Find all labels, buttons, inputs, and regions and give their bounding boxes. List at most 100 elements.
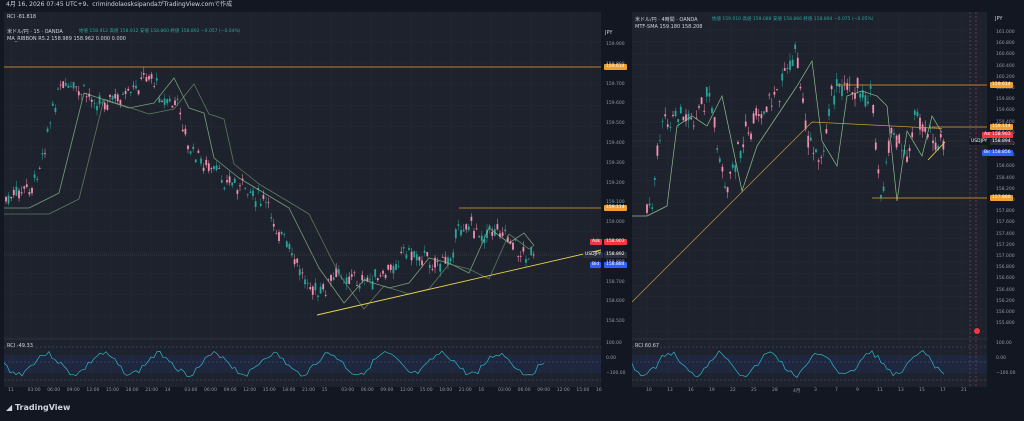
right-candle [698, 106, 700, 108]
left-candle [332, 277, 335, 280]
right-price-tick: 160.200 [996, 74, 1015, 80]
left-rci-tick: −100.00 [606, 371, 626, 376]
left-candle [348, 276, 351, 285]
left-candle [88, 93, 91, 97]
left-candle [478, 236, 481, 238]
left-candle [187, 145, 189, 150]
left-candle [343, 282, 345, 284]
right-candle [895, 135, 898, 148]
right-symbol-header: 米ドル/円 · 4時間 · OANDA [635, 17, 698, 23]
left-price-tick: 159.300 [606, 160, 625, 166]
right-rci-tick: 0.00 [996, 356, 1007, 361]
left-candle [301, 272, 304, 274]
right-candle [802, 98, 804, 103]
right-chart-canvas[interactable] [632, 12, 987, 387]
left-candle [148, 76, 150, 80]
left-candle [116, 94, 119, 102]
left-candle [38, 167, 41, 169]
right-candle [705, 87, 708, 97]
left-candle [501, 232, 504, 237]
left-candle [114, 94, 117, 99]
right-candle [864, 95, 867, 107]
left-candle [483, 239, 486, 244]
left-chart-pane[interactable]: RCI -81.818 米ドル/円 · 15 · OANDA 始値 158.91… [4, 12, 601, 387]
right-candle [825, 128, 828, 134]
left-candle [158, 98, 161, 103]
right-price-tick: 155.800 [996, 321, 1015, 327]
left-indicator-label: MA_RIBBON R5.2 158.989 158.962 0.000 0.0… [7, 36, 126, 42]
left-candle [444, 256, 447, 264]
left-candle [327, 279, 330, 281]
left-candle [366, 277, 369, 282]
right-candle [882, 186, 885, 192]
right-alert-icon [974, 328, 980, 334]
right-candle [713, 117, 716, 128]
right-price-tick: 160.000 [996, 86, 1015, 91]
left-candle [210, 167, 213, 169]
left-candle [410, 251, 413, 261]
left-candle [231, 182, 234, 186]
left-candle [109, 94, 111, 97]
left-symbol-header: 米ドル/円 · 15 · OANDA [7, 29, 63, 35]
left-time-tick: 06:00 [517, 388, 531, 393]
left-candle [70, 86, 72, 88]
right-candle [703, 110, 706, 112]
left-candle [83, 85, 85, 87]
right-candle [763, 111, 765, 114]
left-candle [270, 217, 273, 219]
left-time-tick: 09:00 [223, 388, 237, 393]
left-candle [345, 277, 348, 284]
right-candle [692, 125, 695, 127]
right-tag-high: 159.614 [990, 82, 1013, 88]
right-candle [890, 127, 893, 134]
left-candle [176, 98, 179, 101]
left-candle [426, 252, 429, 257]
left-price-tick: 159.700 [606, 81, 625, 87]
left-candle [205, 159, 208, 166]
left-candle [488, 225, 491, 229]
right-time-tick: 13 [667, 388, 673, 393]
right-candle [682, 116, 685, 121]
right-candle [796, 57, 799, 68]
left-candle [145, 77, 148, 82]
left-price-tick: 159.100 [606, 200, 625, 206]
left-candle [467, 226, 470, 231]
right-candle [674, 110, 677, 117]
right-sma-fast [632, 59, 943, 217]
left-candle [449, 258, 452, 262]
left-candle [189, 151, 192, 154]
left-time-tick: 12:00 [400, 388, 413, 393]
left-candle [499, 233, 501, 237]
left-time-tick: 12:00 [556, 388, 570, 393]
right-chart-pane[interactable]: 米ドル/円 · 4時間 · OANDA 始値 159.010 高値 159.08… [632, 12, 987, 387]
left-candle [10, 196, 13, 199]
right-candle [646, 204, 648, 213]
left-time-tick: 16 [596, 388, 602, 393]
left-candle [161, 100, 163, 102]
right-candle [773, 91, 776, 95]
right-candle [669, 127, 672, 128]
left-candle [59, 84, 62, 86]
left-candle [322, 284, 325, 290]
right-candle [744, 121, 747, 127]
left-candle [96, 105, 98, 111]
left-candle [41, 153, 44, 155]
right-candle [822, 150, 825, 152]
right-candle [913, 110, 916, 115]
left-candle [233, 178, 236, 183]
left-chart-canvas[interactable] [4, 12, 601, 387]
right-candle [778, 100, 781, 102]
left-candle [51, 103, 54, 106]
right-candle [789, 60, 791, 70]
right-candle [939, 134, 942, 138]
left-candle [228, 176, 231, 183]
left-candle [278, 232, 280, 241]
tradingview-logo-icon: ◢ [6, 403, 15, 412]
left-candle [28, 192, 31, 195]
right-candle [929, 126, 932, 129]
right-price-tick: 157.400 [996, 231, 1015, 237]
right-candle [846, 83, 849, 90]
right-rci-bottom: RCI 60.67 [635, 343, 660, 349]
right-candle [656, 145, 659, 156]
left-tag-high: 159.614 [604, 64, 627, 70]
